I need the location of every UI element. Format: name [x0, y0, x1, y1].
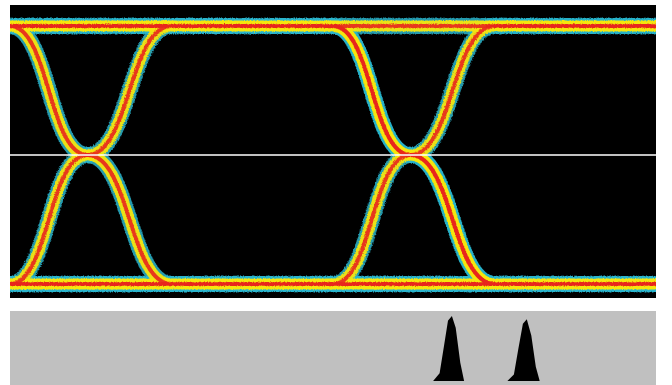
eye-trace-6-core — [10, 23, 656, 287]
eye-trace-7-core — [10, 23, 656, 287]
jitter-histogram-area — [433, 316, 540, 381]
eye-plot-background — [10, 5, 656, 298]
histogram-background — [10, 311, 656, 385]
